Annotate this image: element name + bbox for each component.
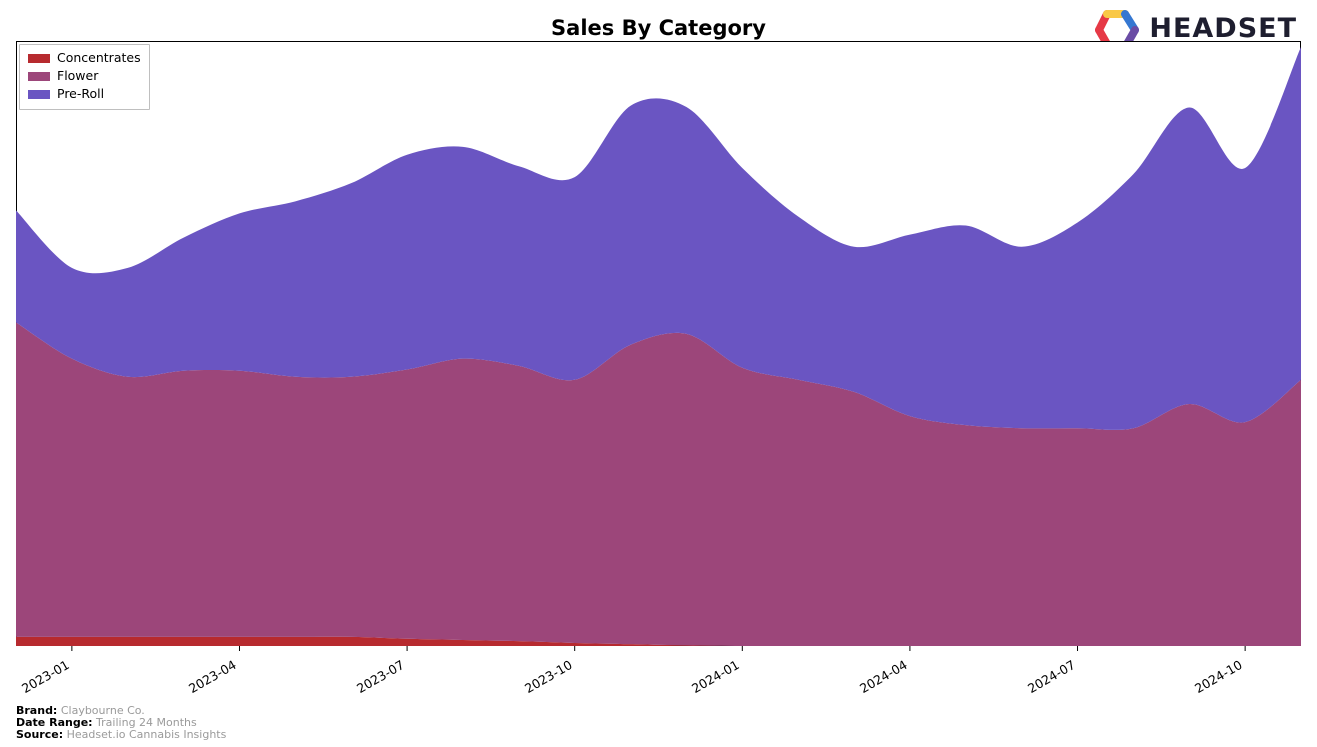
x-tick-label: 2024-04 — [842, 657, 910, 705]
legend-swatch — [28, 90, 50, 99]
chart-container: Sales By Category HEADSET 2023-012023-04… — [0, 0, 1317, 747]
legend-item: Concentrates — [28, 49, 141, 67]
x-tick-label: 2023-01 — [3, 657, 71, 705]
x-tick-label: 2024-10 — [1177, 657, 1245, 705]
legend-label: Pre-Roll — [57, 85, 104, 103]
footer-key: Source: — [16, 728, 63, 741]
x-tick-label: 2023-10 — [506, 657, 574, 705]
legend-swatch — [28, 54, 50, 63]
legend-swatch — [28, 72, 50, 81]
headset-logo-text: HEADSET — [1149, 13, 1297, 44]
legend: ConcentratesFlowerPre-Roll — [19, 44, 150, 110]
footer-line: Source: Headset.io Cannabis Insights — [16, 729, 226, 741]
legend-item: Flower — [28, 67, 141, 85]
x-tick-label: 2024-01 — [674, 657, 742, 705]
legend-label: Flower — [57, 67, 98, 85]
chart-footer: Brand: Claybourne Co.Date Range: Trailin… — [16, 705, 226, 741]
footer-value: Headset.io Cannabis Insights — [63, 728, 226, 741]
legend-item: Pre-Roll — [28, 85, 141, 103]
x-tick-label: 2024-07 — [1009, 657, 1077, 705]
legend-label: Concentrates — [57, 49, 141, 67]
x-tick-label: 2023-04 — [171, 657, 239, 705]
x-tick-label: 2023-07 — [339, 657, 407, 705]
area-chart — [16, 41, 1301, 646]
